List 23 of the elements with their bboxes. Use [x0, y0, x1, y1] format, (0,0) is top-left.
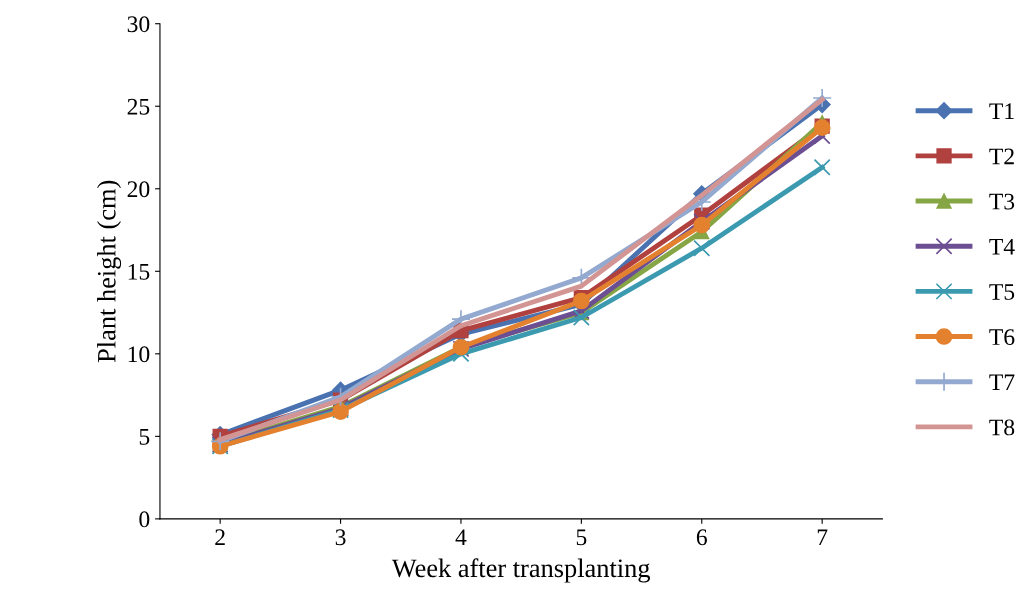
- y-tick-label: 0: [139, 511, 150, 528]
- y-tick-label: 10: [128, 346, 150, 363]
- x-axis-title: Week after transplanting: [391, 558, 651, 583]
- y-tick-label: 20: [127, 181, 150, 198]
- legend-label: T4: [989, 238, 1015, 255]
- x-tick-label: 7: [817, 529, 828, 545]
- y-axis-title: Plant height (cm): [97, 180, 122, 363]
- y-tick-label: 5: [139, 429, 150, 445]
- legend-label: T8: [989, 419, 1015, 436]
- legend-label: T5: [989, 284, 1015, 300]
- x-tick-label: 4: [455, 529, 467, 545]
- x-tick-label: 2: [215, 529, 225, 545]
- legend-label: T2: [989, 148, 1014, 165]
- y-tick-label: 25: [127, 98, 150, 115]
- x-tick-label: 3: [335, 529, 346, 546]
- y-tick-label: 15: [128, 263, 150, 280]
- y-tick-label: 30: [127, 16, 150, 33]
- x-tick-label: 6: [696, 529, 707, 546]
- x-tick-label: 5: [576, 529, 587, 546]
- legend-label: T6: [989, 329, 1015, 346]
- legend-label: T1: [989, 103, 1014, 119]
- legend-label: T7: [989, 374, 1015, 390]
- legend-label: T3: [989, 193, 1015, 210]
